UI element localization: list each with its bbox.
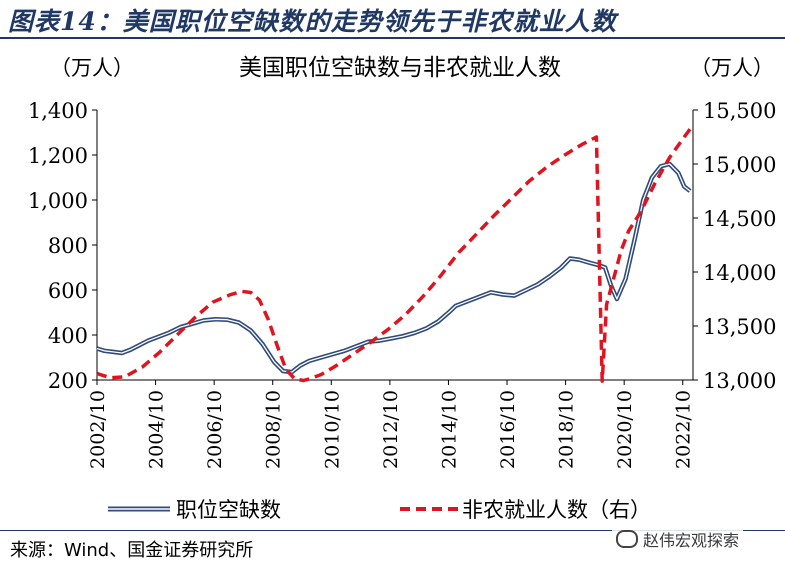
x-axis: 2002/10 2004/10 2006/10 2008/10 2010/10 2012/… — [87, 380, 695, 469]
legend-label-vacancies: 职位空缺数 — [176, 498, 281, 522]
right-tick-label: 15,000 — [703, 153, 776, 177]
right-axis: 13,000 13,500 14,000 14,500 15,000 15,500 — [693, 99, 776, 393]
chart: 美国职位空缺数与非农就业人数 （万人） （万人） 200 400 600 800 1,0… — [28, 55, 777, 522]
left-tick-label: 200 — [48, 369, 88, 393]
wechat-icon — [616, 530, 638, 548]
x-tick-label: 2010/10 — [321, 390, 343, 469]
x-tick-label: 2018/10 — [556, 390, 578, 469]
legend-label-payrolls: 非农就业人数（右） — [462, 498, 651, 522]
left-tick-label: 400 — [48, 324, 88, 348]
watermark: 赵伟宏观探索 — [612, 524, 744, 554]
left-tick-label: 1,400 — [28, 99, 88, 123]
x-tick-label: 2006/10 — [204, 390, 226, 469]
right-tick-label: 14,500 — [703, 207, 776, 231]
right-tick-label: 13,500 — [703, 315, 776, 339]
left-tick-label: 600 — [48, 279, 88, 303]
legend: 职位空缺数 非农就业人数（右） — [108, 498, 651, 522]
x-tick-label: 2004/10 — [146, 390, 168, 469]
left-axis-unit: （万人） — [50, 56, 134, 80]
series-layer — [96, 124, 695, 383]
footer-rule — [0, 530, 785, 531]
x-tick-label: 2020/10 — [614, 390, 636, 469]
left-tick-label: 1,200 — [28, 144, 88, 168]
right-tick-label: 14,000 — [703, 261, 776, 285]
left-axis: 200 400 600 800 1,000 1,200 1,400 — [28, 99, 97, 393]
x-tick-label: 2002/10 — [87, 390, 109, 469]
title-rule — [0, 37, 785, 39]
left-tick-label: 800 — [48, 234, 88, 258]
source-note: 来源：Wind、国金证券研究所 — [10, 540, 254, 561]
right-tick-label: 13,000 — [703, 369, 776, 393]
x-tick-label: 2022/10 — [673, 390, 695, 469]
x-tick-label: 2016/10 — [497, 390, 519, 469]
x-tick-label: 2012/10 — [380, 390, 402, 469]
right-axis-unit: （万人） — [690, 56, 774, 80]
right-tick-label: 15,500 — [703, 99, 776, 123]
figure-title: 图表14：美国职位空缺数的走势领先于非农就业人数 — [8, 7, 617, 36]
x-tick-label: 2014/10 — [438, 390, 460, 469]
x-tick-label: 2008/10 — [263, 390, 285, 469]
series-line-payrolls — [96, 124, 695, 383]
watermark-text: 赵伟宏观探索 — [643, 531, 740, 550]
chart-title: 美国职位空缺数与非农就业人数 — [239, 55, 561, 81]
left-tick-label: 1,000 — [28, 189, 88, 213]
